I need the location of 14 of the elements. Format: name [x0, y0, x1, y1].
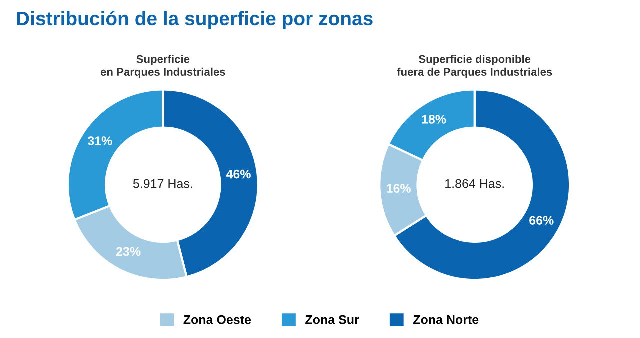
chart-title: Superficie disponible fuera de Parques Industriales [397, 55, 552, 78]
legend-label: Zona Oeste [184, 315, 252, 324]
data-label: 18% [422, 115, 446, 124]
data-label: 23% [116, 247, 141, 256]
data-label: 31% [88, 136, 112, 146]
data-label: 16% [387, 184, 411, 194]
text: Distribución de la superficie por zonas [17, 11, 373, 30]
data-label: 66% [530, 216, 554, 225]
text: 1.864 Has. [446, 179, 504, 188]
chart-title: Superficie en Parques Industriales [100, 55, 226, 78]
legend-label: Zona Norte [414, 316, 479, 324]
text: 5.917 Has. [133, 179, 192, 188]
data-label: 46% [226, 170, 251, 179]
legend-label: Zona Sur [306, 315, 360, 324]
